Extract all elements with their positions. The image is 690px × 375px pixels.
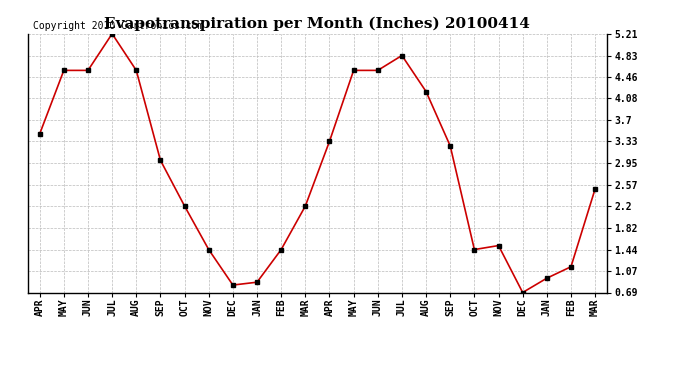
Title: Evapotranspiration per Month (Inches) 20100414: Evapotranspiration per Month (Inches) 20… [104,17,531,31]
Text: Copyright 2010 Cartronics.com: Copyright 2010 Cartronics.com [33,21,204,31]
